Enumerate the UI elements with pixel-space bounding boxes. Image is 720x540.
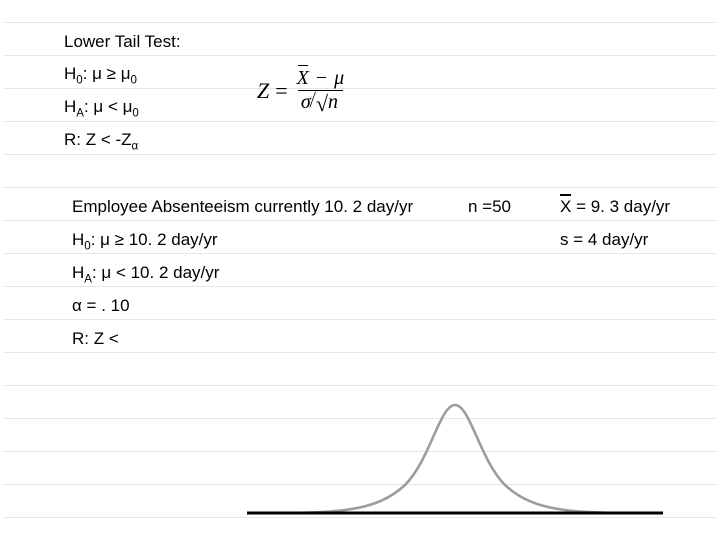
formula-xbar: X — [297, 68, 309, 89]
hab-sub: A — [84, 273, 92, 285]
r-sub: α — [132, 140, 139, 152]
bell-curve — [245, 385, 665, 525]
formula-sqrt: √n — [314, 92, 340, 113]
h0-line-2: H0: μ ≥ 10. 2 day/yr — [72, 230, 218, 250]
h0b-post: : μ ≥ 10. 2 day/yr — [91, 230, 218, 249]
s-value: s = 4 day/yr — [560, 230, 648, 250]
formula-fraction: X − μ σ/√n — [294, 68, 348, 113]
h0-pre: H — [64, 64, 76, 83]
ha-post: : μ < μ — [84, 97, 132, 116]
lower-tail-title: Lower Tail Test: — [64, 32, 181, 52]
h0-line-1: H0: μ ≥ μ0 — [64, 64, 137, 84]
r-pre: R: Z < -Z — [64, 130, 132, 149]
ha-pre: H — [64, 97, 76, 116]
formula-n: n — [326, 90, 340, 113]
ha-sub2: 0 — [132, 107, 138, 119]
ha-sub: A — [76, 107, 84, 119]
hab-post: : μ < 10. 2 day/yr — [92, 263, 219, 282]
formula-mu: μ — [334, 67, 344, 89]
formula-Z: Z — [257, 78, 269, 104]
r-line-2: R: Z < — [72, 329, 119, 349]
hab-pre: H — [72, 263, 84, 282]
absenteeism-line: Employee Absenteeism currently 10. 2 day… — [72, 197, 413, 217]
h0b-pre: H — [72, 230, 84, 249]
ha-line-1: HA: μ < μ0 — [64, 97, 139, 117]
xbar-value: X = 9. 3 day/yr — [560, 197, 670, 217]
alpha-line: α = . 10 — [72, 296, 130, 316]
formula-eq: = — [275, 78, 287, 104]
z-formula: Z = X − μ σ/√n — [257, 68, 347, 113]
ha-line-2: HA: μ < 10. 2 day/yr — [72, 263, 219, 283]
n-value: n =50 — [468, 197, 511, 217]
r-line-1: R: Z < -Zα — [64, 130, 138, 150]
xbar-symbol: X — [560, 197, 571, 217]
h0-post: : μ ≥ μ — [83, 64, 131, 83]
h0-sub2: 0 — [131, 74, 137, 86]
xbar-rest: = 9. 3 day/yr — [571, 197, 670, 216]
